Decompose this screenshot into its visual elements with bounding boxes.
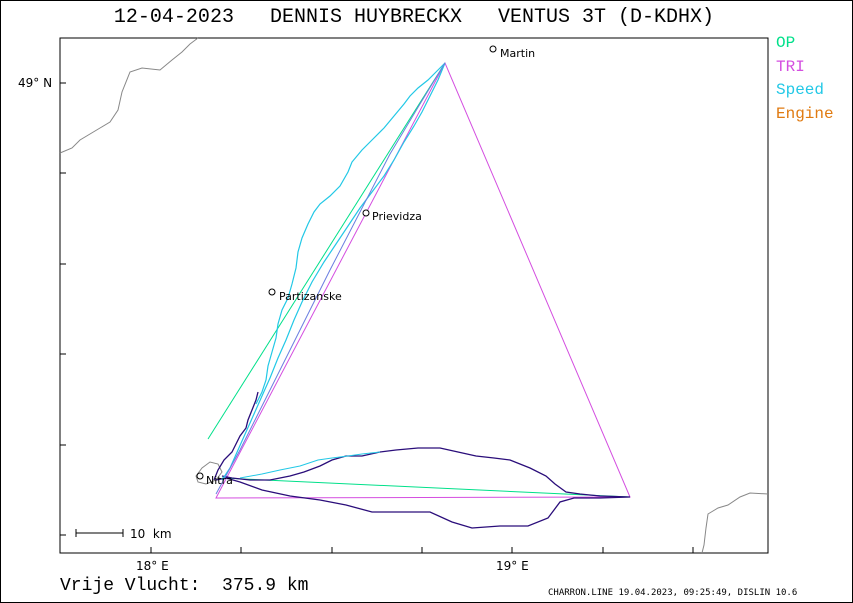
town-nitra: Nitra [196, 472, 233, 487]
lon-label-18: 18° E [136, 559, 169, 573]
bottom-ticks [150, 547, 694, 553]
pilot-name: DENNIS HUYBRECKX [269, 6, 462, 29]
scale-bar [75, 529, 124, 537]
town-label-prievidza: Prievidza [372, 210, 422, 223]
river-nitra [195, 461, 223, 485]
left-ticks [60, 82, 66, 536]
track-south-loop [215, 447, 631, 529]
legend-item-tri: TRI [776, 57, 805, 76]
legend: OP TRI Speed Engine [776, 32, 834, 126]
legend-item-op: OP [776, 34, 796, 52]
town-label-partizanske: Partizanske [279, 290, 342, 303]
town-martin: Martin [489, 45, 535, 60]
border-line-bottom-right [701, 492, 769, 554]
track-north-leg-out [255, 62, 446, 405]
town-prievidza: Prievidza [362, 209, 422, 223]
scale-bar-label: 10 km [130, 527, 172, 541]
glider-name: VENTUS 3T (D-KDHX) [498, 6, 715, 29]
track-south-cyan [239, 451, 381, 479]
footer-info: CHARRON.LINE 19.04.2023, 09:25:49, DISLI… [548, 588, 798, 598]
town-marker-icon [268, 288, 276, 296]
track-north-leg-back [221, 62, 446, 481]
legend-item-speed: Speed [776, 81, 825, 99]
free-flight-summary: Vrije Vlucht: 375.9 km [60, 576, 308, 596]
lon-label-19: 19° E [496, 559, 529, 573]
lat-label: 49° N [18, 76, 52, 90]
town-partizanske: Partizanske [268, 288, 342, 303]
tri-triangle [215, 61, 631, 499]
free-flight-label: Vrije Vlucht: [60, 576, 201, 596]
track-direct-leg [215, 62, 446, 495]
town-label-nitra: Nitra [206, 474, 233, 487]
legend-item-engine: Engine [776, 104, 834, 123]
page-title: 12-04-2023 DENNIS HUYBRECKX VENTUS 3T (D… [60, 6, 768, 29]
border-line-top-left [59, 37, 199, 154]
track-start-climb [213, 391, 259, 481]
town-label-martin: Martin [500, 47, 535, 60]
town-marker-icon [489, 45, 497, 53]
flight-date: 12-04-2023 [113, 6, 234, 29]
free-flight-value: 375.9 km [222, 576, 309, 596]
op-line-north [207, 62, 446, 440]
plot-area [59, 37, 769, 554]
town-marker-icon [362, 209, 370, 217]
op-line-east [221, 477, 631, 498]
town-marker-icon [196, 472, 204, 480]
